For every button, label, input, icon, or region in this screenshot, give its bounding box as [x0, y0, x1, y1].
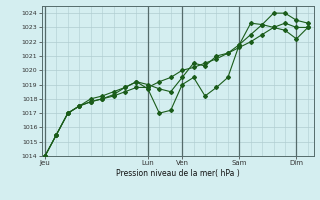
X-axis label: Pression niveau de la mer( hPa ): Pression niveau de la mer( hPa ) [116, 169, 239, 178]
